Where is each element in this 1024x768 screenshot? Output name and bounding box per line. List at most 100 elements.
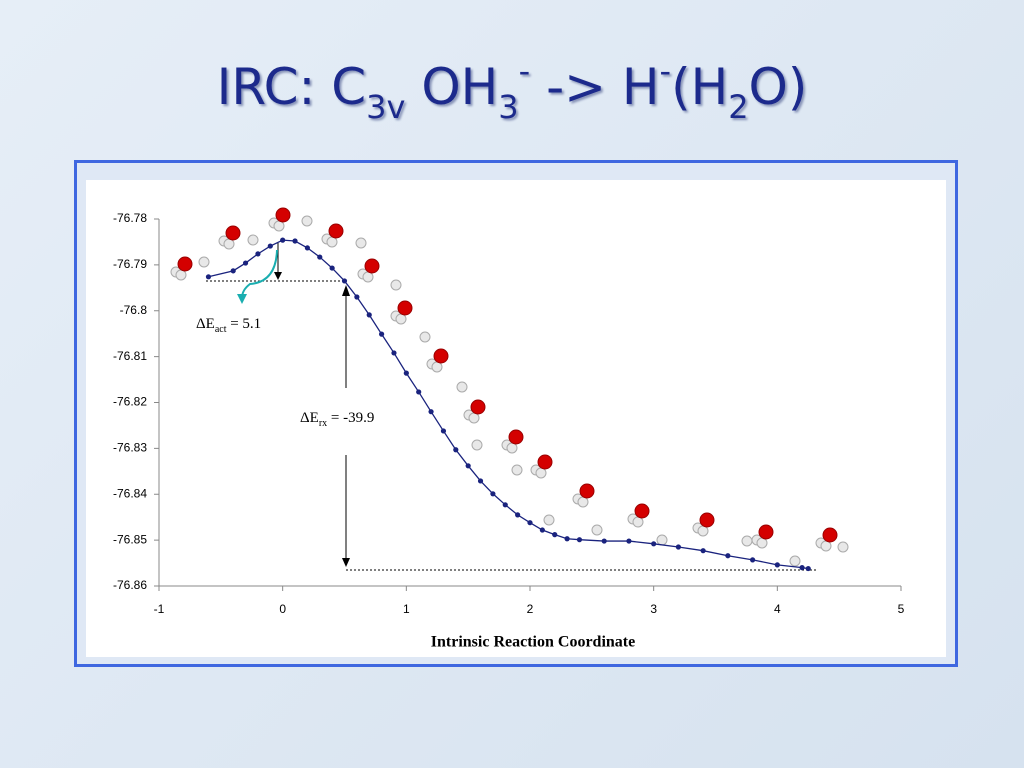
hydrogen — [577, 496, 589, 508]
data-point — [799, 565, 805, 571]
data-point — [379, 331, 385, 337]
y-tick-label: -76.85 — [113, 532, 147, 546]
annotation-text: ΔE — [300, 410, 319, 426]
title-sup: - — [518, 52, 531, 90]
data-point — [774, 562, 780, 568]
y-tick-label: -76.83 — [113, 441, 147, 455]
hydrogen — [301, 215, 313, 227]
data-point — [651, 541, 657, 547]
hydrogen — [535, 467, 547, 479]
annotation: ΔEact = 5.1 — [196, 316, 261, 335]
data-point — [329, 265, 335, 271]
title-text: IRC: C — [216, 58, 367, 116]
data-point — [280, 237, 286, 243]
data-point — [477, 478, 484, 484]
data-point — [403, 370, 409, 376]
data-point — [515, 512, 521, 518]
data-point — [354, 294, 360, 300]
data-point — [391, 350, 397, 356]
curved-arrow — [241, 249, 278, 299]
annotation-sub: rx — [318, 418, 328, 429]
arrow-head — [237, 294, 247, 304]
x-tick-label: 1 — [403, 602, 410, 616]
data-point — [490, 491, 496, 497]
x-tick-label: -1 — [154, 602, 165, 616]
x-tick-label: 0 — [279, 602, 286, 616]
hydrogen — [431, 361, 443, 373]
oxygen — [397, 300, 413, 316]
hydrogen — [273, 220, 285, 232]
y-tick-label: -76.81 — [113, 349, 147, 363]
oxygen — [225, 225, 241, 241]
y-tick-label: -76.86 — [113, 578, 147, 592]
hydrogen — [591, 524, 603, 536]
data-point — [576, 537, 583, 543]
x-tick-label: 4 — [774, 602, 781, 616]
annotation-text: = 5.1 — [226, 316, 262, 332]
hydrogen — [837, 541, 849, 553]
title-text: (H — [671, 58, 729, 116]
data-point — [205, 274, 212, 280]
data-point — [242, 260, 249, 266]
plot-background — [86, 180, 946, 657]
y-tick-label: -76.82 — [113, 395, 147, 409]
hydrogen — [390, 279, 402, 291]
data-point — [317, 254, 323, 260]
oxygen — [699, 512, 715, 528]
data-point — [292, 238, 298, 244]
hydrogen — [362, 271, 374, 283]
slide-title: IRC: C3v OH3- -> H-(H2O) — [0, 52, 1024, 126]
molecules — [170, 207, 849, 567]
oxygen — [537, 454, 553, 470]
data-point — [675, 544, 682, 550]
data-point — [502, 502, 508, 508]
arrow-head — [274, 272, 282, 280]
title-text: -> H — [530, 58, 660, 116]
title-sub: 2 — [728, 88, 749, 126]
data-point — [805, 565, 811, 572]
title-text: O) — [748, 58, 808, 116]
title-sub: 3 — [498, 88, 519, 126]
y-tick-label: -76.84 — [113, 486, 147, 500]
hydrogen — [419, 331, 431, 343]
hydrogen — [355, 237, 367, 249]
data-point — [416, 389, 422, 395]
data-point — [750, 557, 756, 563]
oxygen — [508, 429, 524, 445]
hydrogen — [697, 525, 709, 537]
oxygen — [634, 503, 650, 519]
hydrogen — [223, 238, 235, 250]
oxygen — [177, 256, 193, 272]
hydrogen — [756, 537, 768, 549]
y-tick-label: -76.8 — [120, 303, 148, 317]
annotation: ΔErx = -39.9 — [300, 410, 374, 429]
data-point — [366, 312, 372, 318]
data-point — [725, 553, 731, 559]
data-point — [700, 548, 706, 554]
data-point — [601, 538, 607, 544]
data-point — [267, 243, 273, 249]
data-point — [255, 251, 261, 257]
hydrogen — [326, 236, 338, 248]
oxygen — [433, 348, 449, 364]
hydrogen — [468, 412, 480, 424]
arrow-head — [342, 285, 350, 296]
data-point — [539, 527, 545, 533]
hydrogen — [789, 555, 801, 567]
oxygen — [364, 258, 380, 274]
data-line — [208, 239, 809, 570]
data-point — [552, 532, 558, 538]
hydrogen — [741, 535, 753, 547]
hydrogen — [175, 269, 187, 281]
data-point — [527, 520, 533, 526]
hydrogen — [198, 256, 210, 268]
annotation-sub: act — [214, 324, 227, 335]
hydrogen — [820, 540, 832, 552]
x-tick-label: 5 — [898, 602, 905, 616]
y-tick-label: -76.78 — [113, 211, 147, 225]
hydrogen — [506, 442, 518, 454]
data-point — [564, 536, 570, 542]
oxygen — [758, 524, 774, 540]
